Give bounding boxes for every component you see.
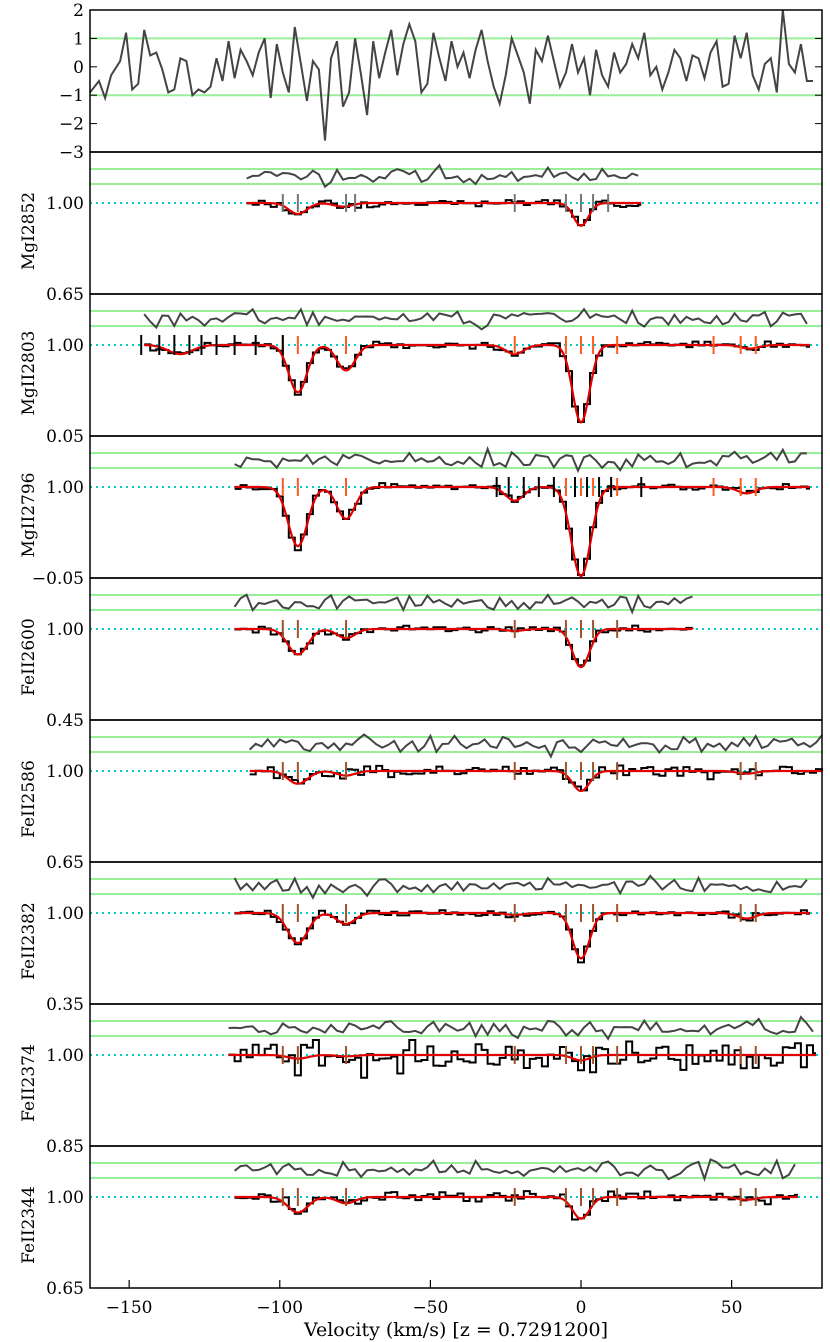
panels-layer: 2 1 0 −1 −2 −3 1.00 0.65 MgI2852 1.00 0.05 MgII2803… (19, 1, 823, 1299)
y-tick-label: −0.05 (32, 569, 84, 589)
panel-feii2374: 1.00 0.85 FeII2374 (19, 1003, 823, 1157)
panel-frame (89, 1145, 823, 1289)
x-tick-label: −150 (106, 1298, 153, 1318)
data-series (234, 624, 694, 667)
y-tick-label: 2 (73, 1, 84, 21)
y-tick-label: 0.65 (46, 285, 84, 305)
y-tick-label: 0.05 (46, 427, 84, 447)
panel-mgii2796: 1.00 −0.05 MgII2796 (19, 435, 823, 589)
x-axis: −150 −100 −50 0 50 (106, 1280, 743, 1318)
panel-label: FeII2600 (19, 618, 39, 696)
y-tick-label: 1.00 (46, 620, 84, 640)
y-tick-label: 0.65 (46, 853, 84, 873)
panel-label: FeII2382 (19, 902, 39, 980)
model-curve (228, 1053, 816, 1062)
residual-series (234, 445, 807, 474)
residual-series (89, 9, 813, 141)
y-tick-label: 1.00 (46, 762, 84, 782)
model-curve (246, 201, 642, 227)
y-tick-label: 0 (73, 58, 84, 78)
residual-series (233, 593, 693, 615)
panel-feii2382: 1.00 0.35 FeII2382 (19, 861, 823, 1015)
y-tick-label: 1.00 (46, 336, 84, 356)
y-tick-label: 1.00 (46, 1046, 84, 1066)
x-tick-label: 0 (576, 1298, 587, 1318)
residual-series (228, 1015, 814, 1041)
y-tick-label: 0.45 (46, 711, 84, 731)
model-curve (234, 1195, 798, 1220)
y-tick-label: −3 (59, 143, 84, 163)
y-tick-label: 1.00 (46, 1188, 84, 1208)
residual-panel: 2 1 0 −1 −2 −3 (59, 1, 823, 163)
panel-label: MgI2852 (19, 192, 39, 270)
y-tick-label: −1 (59, 86, 84, 106)
x-tick-label: −100 (256, 1298, 303, 1318)
residual-series (233, 1158, 796, 1182)
residual-series (233, 874, 808, 900)
x-tick-label: 50 (721, 1298, 743, 1318)
y-tick-label: 0.85 (46, 1137, 84, 1157)
panel-mgi2852: 1.00 0.65 MgI2852 (19, 151, 823, 305)
panel-label: FeII2344 (19, 1186, 39, 1264)
y-tick-label: 1 (73, 29, 84, 49)
panel-feii2586: 1.00 0.65 FeII2586 (19, 719, 823, 873)
panel-mgii2803: 1.00 0.05 MgII2803 (19, 293, 823, 447)
x-axis-label: Velocity (km/s) [z = 0.7291200] (303, 1319, 608, 1341)
y-tick-label: 1.00 (46, 478, 84, 498)
model-curve (249, 769, 822, 793)
residual-series (246, 163, 639, 189)
x-tick-label: −50 (412, 1298, 448, 1318)
panel-feii2344: 1.00 0.65 FeII2344 (19, 1145, 823, 1299)
residual-series (143, 307, 808, 331)
panel-label: FeII2374 (19, 1044, 39, 1122)
panel-feii2600: 1.00 0.45 FeII2600 (19, 577, 823, 731)
panel-label: MgII2796 (19, 473, 39, 558)
panel-label: FeII2586 (19, 760, 39, 838)
y-tick-label: 1.00 (46, 904, 84, 924)
y-tick-label: 0.65 (46, 1279, 84, 1299)
model-curve (234, 911, 810, 960)
residual-series (249, 733, 823, 759)
y-tick-label: 0.35 (46, 995, 84, 1015)
y-tick-label: 1.00 (46, 194, 84, 214)
y-tick-label: −2 (59, 115, 84, 135)
panel-label: MgII2803 (19, 331, 39, 416)
